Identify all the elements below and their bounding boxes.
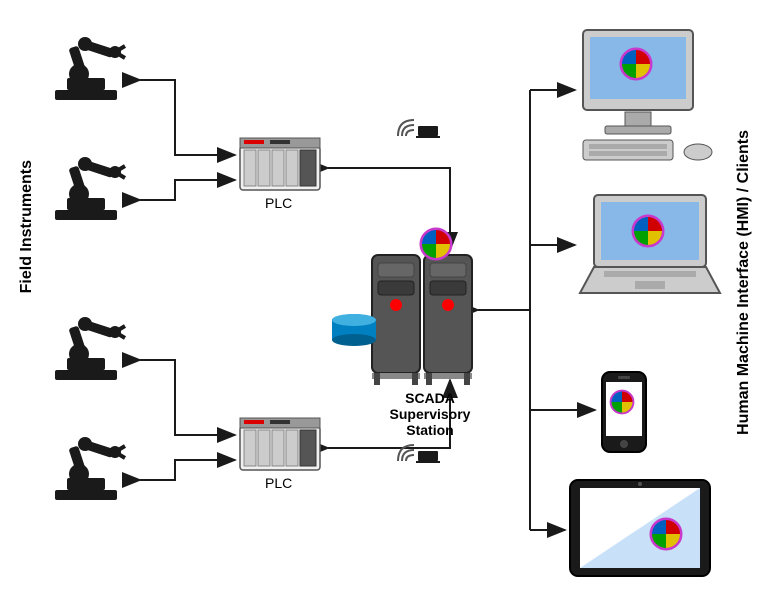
logo-icon: [621, 49, 651, 79]
tablet-icon: [570, 480, 710, 576]
plc-label: PLC: [265, 475, 292, 491]
plc-label: PLC: [265, 195, 292, 211]
logo-icon: [633, 216, 663, 246]
robot-icon: [55, 437, 125, 500]
server-icon: [372, 255, 472, 385]
desktop-icon: [583, 30, 712, 160]
database-icon: [332, 314, 376, 346]
server-label: SCADA Supervisory Station: [370, 390, 490, 438]
wifi-icon: [398, 120, 440, 138]
robot-icon: [55, 37, 125, 100]
logo-icon: [421, 229, 451, 259]
robot-icon: [55, 157, 125, 220]
logo-icon: [611, 391, 634, 414]
plc-icon: [240, 138, 320, 190]
scada-diagram: Field Instruments Human Machine Interfac…: [0, 0, 768, 589]
edges: [140, 80, 595, 530]
diagram-svg: [0, 0, 768, 589]
logo-icon: [651, 519, 681, 549]
robot-icon: [55, 317, 125, 380]
plc-icon: [240, 418, 320, 470]
